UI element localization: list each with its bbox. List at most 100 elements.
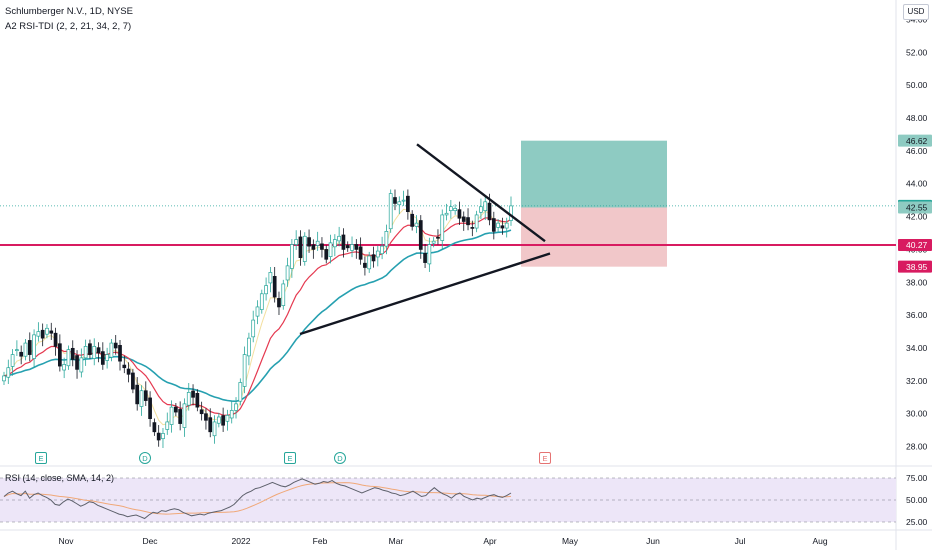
entry-badge-bg xyxy=(898,201,932,214)
candle-body xyxy=(156,432,161,441)
candle-body xyxy=(79,357,84,373)
price-tick-label: 36.00 xyxy=(906,310,928,320)
candle-body xyxy=(139,390,144,407)
candle-body xyxy=(70,347,75,360)
candle-body xyxy=(148,397,152,419)
candle-body xyxy=(496,222,500,228)
candle-body xyxy=(161,433,165,440)
upper-trendline[interactable] xyxy=(416,143,546,243)
target-badge-bg xyxy=(898,134,932,147)
candle-body xyxy=(234,403,238,411)
time-tick-label: Mar xyxy=(389,536,404,546)
rsi-title[interactable]: RSI (14, close, SMA, 14, 2) xyxy=(5,473,115,483)
candle-body xyxy=(178,409,183,424)
price-tick-label: 42.00 xyxy=(906,212,928,222)
stop-badge: 38.95 xyxy=(906,262,928,272)
candle-body xyxy=(199,409,204,415)
candle-body xyxy=(96,347,101,354)
earnings-marker[interactable] xyxy=(35,452,47,464)
candle-body xyxy=(436,236,440,239)
event-marker-label: D xyxy=(142,454,148,463)
candle-body xyxy=(337,235,341,242)
rsi-line xyxy=(3,478,512,520)
candle-body xyxy=(418,220,423,250)
rsi-ma-line xyxy=(3,482,512,515)
earnings-marker[interactable] xyxy=(539,452,551,464)
candle-body xyxy=(332,239,337,248)
candle-body xyxy=(204,413,208,421)
candle-body xyxy=(363,262,367,268)
candle-body xyxy=(298,236,303,258)
candle-body xyxy=(238,382,243,402)
time-tick-label: Aug xyxy=(812,536,827,546)
candle-body xyxy=(32,334,36,359)
candle-body xyxy=(277,298,281,308)
target-badge: 46.62 xyxy=(906,136,928,146)
event-marker-label: E xyxy=(38,454,43,463)
candle-body xyxy=(225,415,230,422)
candle-body xyxy=(268,272,273,284)
candle-body xyxy=(410,213,415,227)
candle-body xyxy=(328,242,333,258)
candle-body xyxy=(431,240,436,244)
candle-body xyxy=(255,306,260,317)
candle-body xyxy=(36,331,41,337)
candles-group xyxy=(2,189,513,449)
lower-trendline[interactable] xyxy=(299,252,551,336)
candle-body xyxy=(62,364,67,371)
candle-body xyxy=(100,351,105,365)
rsi-axis: 75.00 50.00 25.00 xyxy=(906,473,928,527)
time-tick-label: May xyxy=(562,536,579,546)
candle-body xyxy=(27,340,32,355)
candle-body xyxy=(290,244,294,269)
stop-badge-bg xyxy=(898,260,932,273)
indicator-title[interactable]: A2 RSI-TDI (2, 2, 21, 34, 2, 7) xyxy=(5,21,132,32)
price-tick-label: 46.00 xyxy=(906,146,928,156)
candle-body xyxy=(143,390,148,401)
price-tick-label: 44.00 xyxy=(906,179,928,189)
candle-body xyxy=(122,364,127,369)
candle-body xyxy=(259,293,264,310)
candle-body xyxy=(242,354,247,387)
candle-body xyxy=(216,416,221,424)
rsi-levels xyxy=(0,477,896,523)
candle-body xyxy=(401,199,406,202)
candle-body xyxy=(126,368,131,375)
candle-body xyxy=(45,327,49,335)
price-tick-label: 38.00 xyxy=(906,277,928,287)
candle-body xyxy=(474,214,479,229)
price-tick-label: 34.00 xyxy=(906,343,928,353)
price-axis[interactable]: 28.0030.0032.0034.0036.0038.0040.0042.00… xyxy=(906,14,928,451)
earnings-marker[interactable] xyxy=(284,452,296,464)
candle-body xyxy=(440,214,445,241)
candle-body xyxy=(427,244,432,265)
candle-body xyxy=(384,231,389,247)
dividend-marker[interactable] xyxy=(139,452,151,464)
candle-body xyxy=(479,206,483,213)
dividend-marker[interactable] xyxy=(334,452,346,464)
candle-body xyxy=(466,217,470,226)
currency-button[interactable]: USD xyxy=(903,4,929,20)
symbol-title[interactable]: Schlumberger N.V., 1D, NYSE xyxy=(5,6,133,17)
candle-body xyxy=(118,345,122,362)
candle-body xyxy=(315,240,320,246)
candle-body xyxy=(302,235,307,262)
candle-body xyxy=(457,209,462,219)
candle-body xyxy=(195,392,200,408)
profit-zone[interactable] xyxy=(521,140,667,208)
time-axis[interactable]: Nov Dec 2022 Feb Mar Apr May Jun Jul Aug xyxy=(58,536,827,546)
time-tick-label: Nov xyxy=(58,536,74,546)
candle-body xyxy=(92,346,97,359)
candle-body xyxy=(191,390,195,398)
candle-body xyxy=(307,237,311,247)
loss-zone[interactable] xyxy=(521,207,667,267)
candle-body xyxy=(58,343,62,367)
candle-body xyxy=(212,421,217,437)
candle-body xyxy=(453,208,457,212)
rsi-tick-label: 75.00 xyxy=(906,473,928,483)
rsi-tick-label: 50.00 xyxy=(906,495,928,505)
candle-body xyxy=(483,201,488,212)
candle-body xyxy=(487,202,492,221)
